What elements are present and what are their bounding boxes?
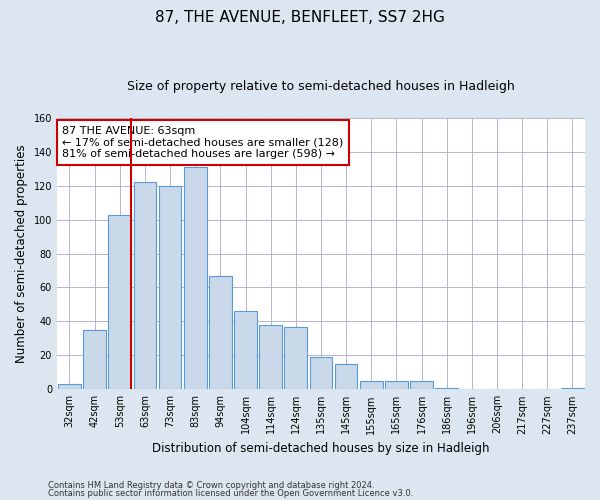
Bar	[83, 330, 106, 390]
Bar	[209, 276, 232, 390]
Title: Size of property relative to semi-detached houses in Hadleigh: Size of property relative to semi-detach…	[127, 80, 515, 93]
Bar	[134, 182, 156, 390]
Bar	[360, 381, 383, 390]
Bar	[410, 381, 433, 390]
Text: 87, THE AVENUE, BENFLEET, SS7 2HG: 87, THE AVENUE, BENFLEET, SS7 2HG	[155, 10, 445, 25]
Bar	[184, 167, 206, 390]
Bar	[561, 388, 584, 390]
Y-axis label: Number of semi-detached properties: Number of semi-detached properties	[15, 144, 28, 363]
Bar	[310, 357, 332, 390]
Bar	[159, 186, 181, 390]
Bar	[284, 326, 307, 390]
Bar	[259, 325, 282, 390]
Bar	[385, 381, 408, 390]
Text: Contains public sector information licensed under the Open Government Licence v3: Contains public sector information licen…	[48, 488, 413, 498]
Bar	[335, 364, 358, 390]
Bar	[234, 311, 257, 390]
Text: 87 THE AVENUE: 63sqm
← 17% of semi-detached houses are smaller (128)
81% of semi: 87 THE AVENUE: 63sqm ← 17% of semi-detac…	[62, 126, 343, 159]
Bar	[436, 388, 458, 390]
Text: Contains HM Land Registry data © Crown copyright and database right 2024.: Contains HM Land Registry data © Crown c…	[48, 481, 374, 490]
Bar	[58, 384, 81, 390]
Bar	[109, 214, 131, 390]
X-axis label: Distribution of semi-detached houses by size in Hadleigh: Distribution of semi-detached houses by …	[152, 442, 490, 455]
